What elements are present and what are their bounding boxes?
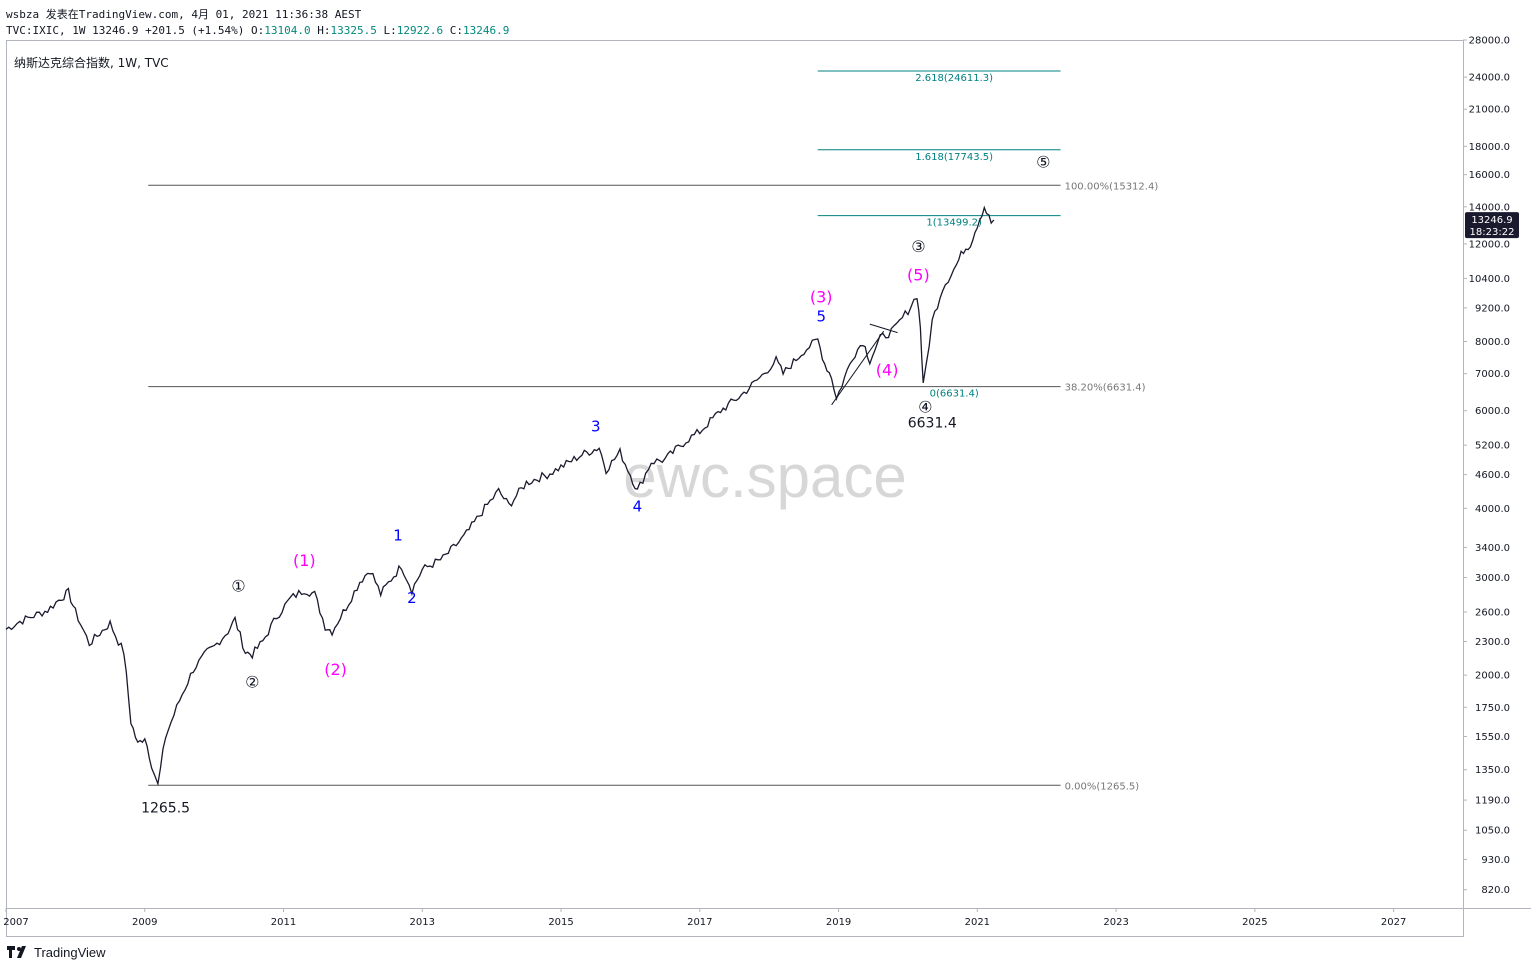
fib-level-label: 1.618(17743.5) bbox=[915, 152, 993, 163]
header-publish-line: wsbza 发表在TradingView.com, 4月 01, 2021 11… bbox=[6, 8, 362, 21]
y-tick-label: 14000.0 bbox=[1469, 202, 1510, 213]
y-tick-label: 1050.0 bbox=[1475, 826, 1510, 837]
fib-level-label: 2.618(24611.3) bbox=[915, 73, 993, 84]
y-tick-label: 7000.0 bbox=[1475, 369, 1510, 380]
fib-level-label: 100.00%(15312.4) bbox=[1065, 181, 1159, 192]
chart-title: 纳斯达克综合指数, 1W, TVC bbox=[14, 55, 169, 70]
x-tick-label: 2013 bbox=[410, 917, 435, 928]
last-price-badge bbox=[1465, 212, 1519, 239]
y-tick-label: 820.0 bbox=[1481, 885, 1510, 896]
y-tick-label: 21000.0 bbox=[1469, 105, 1510, 116]
tradingview-logo-icon bbox=[7, 946, 26, 958]
price-series-line bbox=[5, 205, 995, 787]
x-tick-label: 2019 bbox=[826, 917, 851, 928]
x-tick-label: 2007 bbox=[3, 917, 28, 928]
last-price-value: 13246.9 bbox=[1471, 215, 1512, 226]
fib-level-label: 0(6631.4) bbox=[930, 389, 979, 400]
price-chart[interactable]: 纳斯达克综合指数, 1W, TVC ewc.space 100.00%(1531… bbox=[0, 0, 1531, 940]
y-tick-label: 930.0 bbox=[1481, 855, 1510, 866]
wave-label: 3 bbox=[591, 418, 601, 436]
wave-label: ② bbox=[245, 672, 259, 691]
footer-brand: TradingView bbox=[34, 944, 106, 960]
wave-label: 6631.4 bbox=[908, 415, 957, 431]
low-value: 12922.6 bbox=[396, 24, 444, 37]
last-price-timer: 18:23:22 bbox=[1470, 227, 1515, 238]
wave-label: ⑤ bbox=[1036, 152, 1050, 171]
x-tick-label: 2027 bbox=[1381, 917, 1406, 928]
x-tick-label: 2025 bbox=[1242, 917, 1267, 928]
x-tick-label: 2021 bbox=[965, 917, 990, 928]
wave-label: 5 bbox=[816, 307, 826, 325]
y-tick-label: 2600.0 bbox=[1475, 607, 1510, 618]
symbol-label: TVC:IXIC, 1W 13246.9 bbox=[6, 24, 139, 37]
wave-label: ③ bbox=[911, 237, 925, 256]
y-tick-label: 24000.0 bbox=[1469, 73, 1510, 84]
wave-label: (4) bbox=[876, 360, 899, 379]
wave-label: 1 bbox=[393, 526, 403, 544]
y-tick-label: 1750.0 bbox=[1475, 703, 1510, 714]
wave-label: (5) bbox=[907, 266, 930, 285]
y-tick-label: 5200.0 bbox=[1475, 441, 1510, 452]
y-tick-label: 1350.0 bbox=[1475, 765, 1510, 776]
change-value: +201.5 (+1.54%) bbox=[145, 24, 245, 37]
x-tick-label: 2015 bbox=[548, 917, 573, 928]
y-tick-label: 16000.0 bbox=[1469, 170, 1510, 181]
y-tick-label: 3400.0 bbox=[1475, 543, 1510, 554]
high-value: 13325.5 bbox=[330, 24, 377, 37]
y-tick-label: 4600.0 bbox=[1475, 470, 1510, 481]
x-tick-label: 2023 bbox=[1103, 917, 1128, 928]
wave-label: ① bbox=[231, 577, 245, 596]
y-tick-label: 2000.0 bbox=[1475, 671, 1510, 682]
wedge-lower-line bbox=[831, 330, 885, 406]
y-tick-label: 9200.0 bbox=[1475, 303, 1510, 314]
y-tick-label: 18000.0 bbox=[1469, 142, 1510, 153]
wave-label: (3) bbox=[810, 288, 833, 307]
x-tick-label: 2011 bbox=[271, 917, 296, 928]
wave-label: 2 bbox=[407, 589, 417, 607]
y-tick-label: 8000.0 bbox=[1475, 337, 1510, 348]
y-tick-label: 1550.0 bbox=[1475, 732, 1510, 743]
wave-label: (1) bbox=[293, 551, 316, 570]
close-value: 13246.9 bbox=[463, 24, 510, 37]
x-tick-label: 2009 bbox=[132, 917, 157, 928]
x-tick-label: 2017 bbox=[687, 917, 712, 928]
open-label: O: bbox=[251, 24, 265, 37]
open-value: 13104.0 bbox=[264, 24, 311, 37]
high-label: H: bbox=[317, 24, 331, 37]
header-ohlc-line: TVC:IXIC, 1W 13246.9 +201.5 (+1.54%) O:1… bbox=[6, 24, 509, 37]
y-tick-label: 12000.0 bbox=[1469, 239, 1510, 250]
y-tick-label: 28000.0 bbox=[1469, 36, 1510, 47]
wave-label: ④ bbox=[918, 398, 932, 417]
y-tick-label: 3000.0 bbox=[1475, 573, 1510, 584]
low-label: L: bbox=[383, 24, 397, 37]
fib-level-label: 0.00%(1265.5) bbox=[1065, 781, 1140, 792]
wave-label: 1265.5 bbox=[141, 801, 190, 817]
wedge-upper-line bbox=[869, 323, 898, 334]
watermark: ewc.space bbox=[623, 443, 906, 510]
y-tick-label: 6000.0 bbox=[1475, 406, 1510, 417]
y-tick-label: 2300.0 bbox=[1475, 637, 1510, 648]
y-tick-label: 4000.0 bbox=[1475, 504, 1510, 515]
wave-label: (2) bbox=[324, 660, 347, 679]
fib-level-label: 1(13499.2) bbox=[926, 218, 982, 229]
close-label: C: bbox=[449, 24, 463, 37]
tradingview-footer: TradingView bbox=[6, 944, 106, 960]
y-tick-label: 10400.0 bbox=[1469, 274, 1510, 285]
wave-label: 4 bbox=[633, 497, 643, 515]
fib-level-label: 38.20%(6631.4) bbox=[1065, 383, 1146, 394]
y-tick-label: 1190.0 bbox=[1475, 796, 1510, 807]
